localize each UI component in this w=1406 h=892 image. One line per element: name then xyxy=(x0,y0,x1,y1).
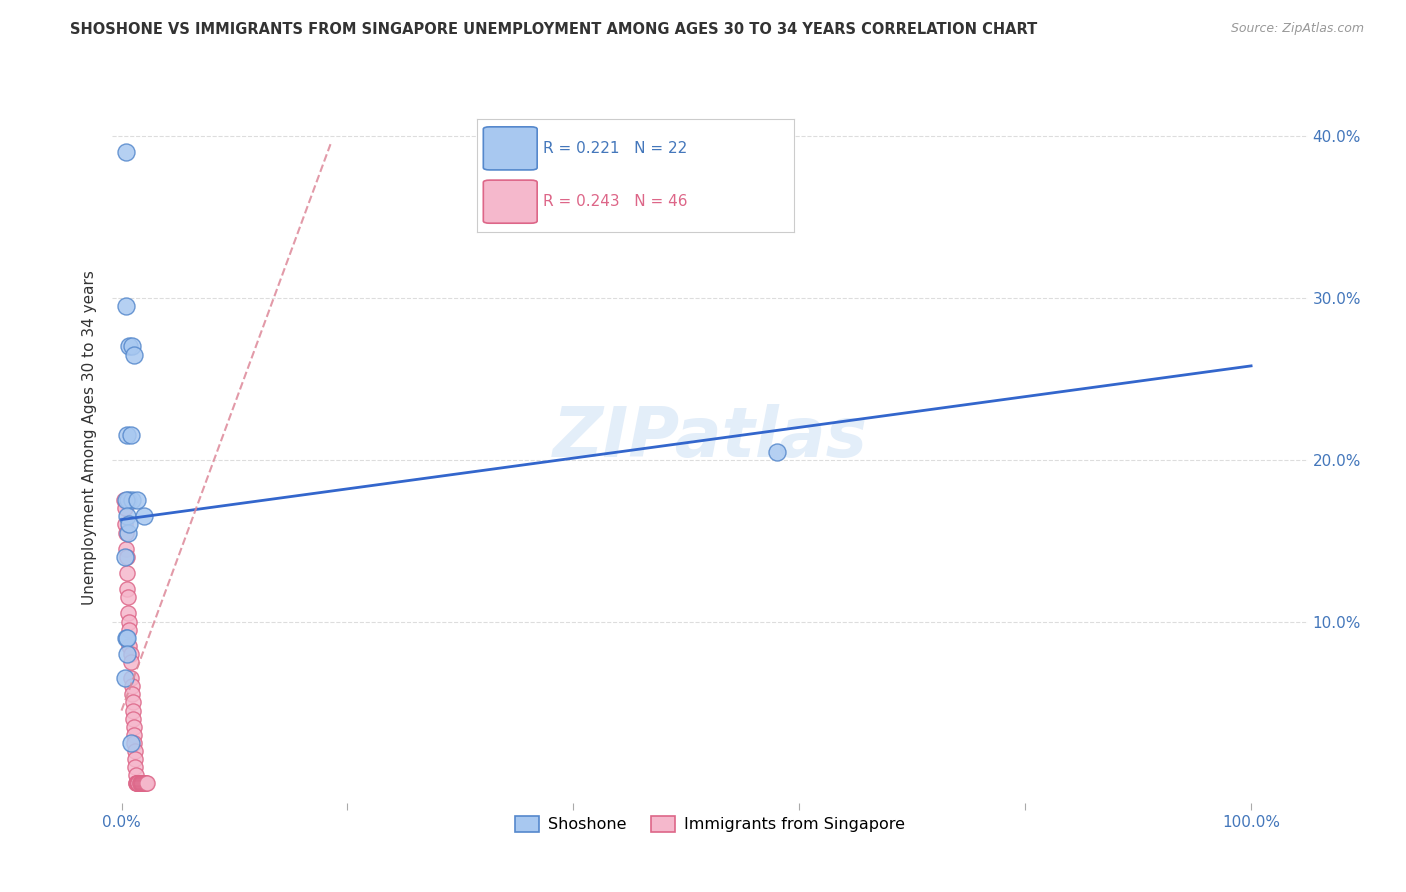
Point xyxy=(125,776,148,790)
Point xyxy=(121,687,143,701)
Point xyxy=(131,776,153,790)
Point xyxy=(118,639,141,653)
Point xyxy=(124,760,146,774)
Point xyxy=(115,525,138,540)
Point xyxy=(127,776,149,790)
Point xyxy=(121,339,143,353)
Point xyxy=(125,768,148,782)
Point xyxy=(121,712,143,726)
Point xyxy=(118,339,141,353)
Point xyxy=(121,679,143,693)
Point xyxy=(127,776,149,790)
Point xyxy=(125,776,148,790)
Point xyxy=(129,776,152,790)
Point xyxy=(120,428,142,442)
Point xyxy=(115,582,138,597)
Point xyxy=(132,509,155,524)
Point xyxy=(121,704,143,718)
Point xyxy=(115,647,138,661)
Point xyxy=(115,631,138,645)
Point xyxy=(127,776,149,790)
Point xyxy=(114,517,136,532)
Point xyxy=(122,720,145,734)
Point xyxy=(114,671,136,685)
Point xyxy=(121,696,143,710)
Point xyxy=(128,776,150,790)
Point xyxy=(124,752,146,766)
Point xyxy=(117,607,139,621)
Point xyxy=(127,493,149,508)
Point xyxy=(117,493,139,508)
Point xyxy=(118,623,141,637)
Point xyxy=(112,493,135,508)
Text: ZIPatlas: ZIPatlas xyxy=(553,403,868,471)
Point xyxy=(124,744,146,758)
Point xyxy=(118,615,141,629)
Point xyxy=(120,647,142,661)
Point xyxy=(115,566,138,580)
Point xyxy=(117,525,139,540)
Point xyxy=(131,776,153,790)
Point xyxy=(122,736,145,750)
Point xyxy=(129,776,152,790)
Point xyxy=(120,671,142,685)
Legend: Shoshone, Immigrants from Singapore: Shoshone, Immigrants from Singapore xyxy=(509,810,911,838)
Point xyxy=(120,736,142,750)
Point xyxy=(114,501,136,516)
Point xyxy=(765,444,787,458)
Point xyxy=(115,299,138,313)
Point xyxy=(122,728,145,742)
Point xyxy=(115,145,138,160)
Point xyxy=(118,517,141,532)
Point xyxy=(115,509,138,524)
Point xyxy=(115,428,138,442)
Point xyxy=(122,347,145,361)
Point xyxy=(128,776,150,790)
Point xyxy=(132,776,155,790)
Point xyxy=(120,655,142,669)
Point xyxy=(136,776,159,790)
Text: Source: ZipAtlas.com: Source: ZipAtlas.com xyxy=(1230,22,1364,36)
Point xyxy=(121,493,143,508)
Point xyxy=(115,541,138,556)
Point xyxy=(134,776,156,790)
Point xyxy=(115,493,138,508)
Point xyxy=(127,776,149,790)
Point xyxy=(115,631,138,645)
Y-axis label: Unemployment Among Ages 30 to 34 years: Unemployment Among Ages 30 to 34 years xyxy=(82,269,97,605)
Text: SHOSHONE VS IMMIGRANTS FROM SINGAPORE UNEMPLOYMENT AMONG AGES 30 TO 34 YEARS COR: SHOSHONE VS IMMIGRANTS FROM SINGAPORE UN… xyxy=(70,22,1038,37)
Point xyxy=(132,776,155,790)
Point xyxy=(115,549,138,564)
Point xyxy=(114,549,136,564)
Point xyxy=(117,591,139,605)
Point xyxy=(127,776,149,790)
Point xyxy=(135,776,157,790)
